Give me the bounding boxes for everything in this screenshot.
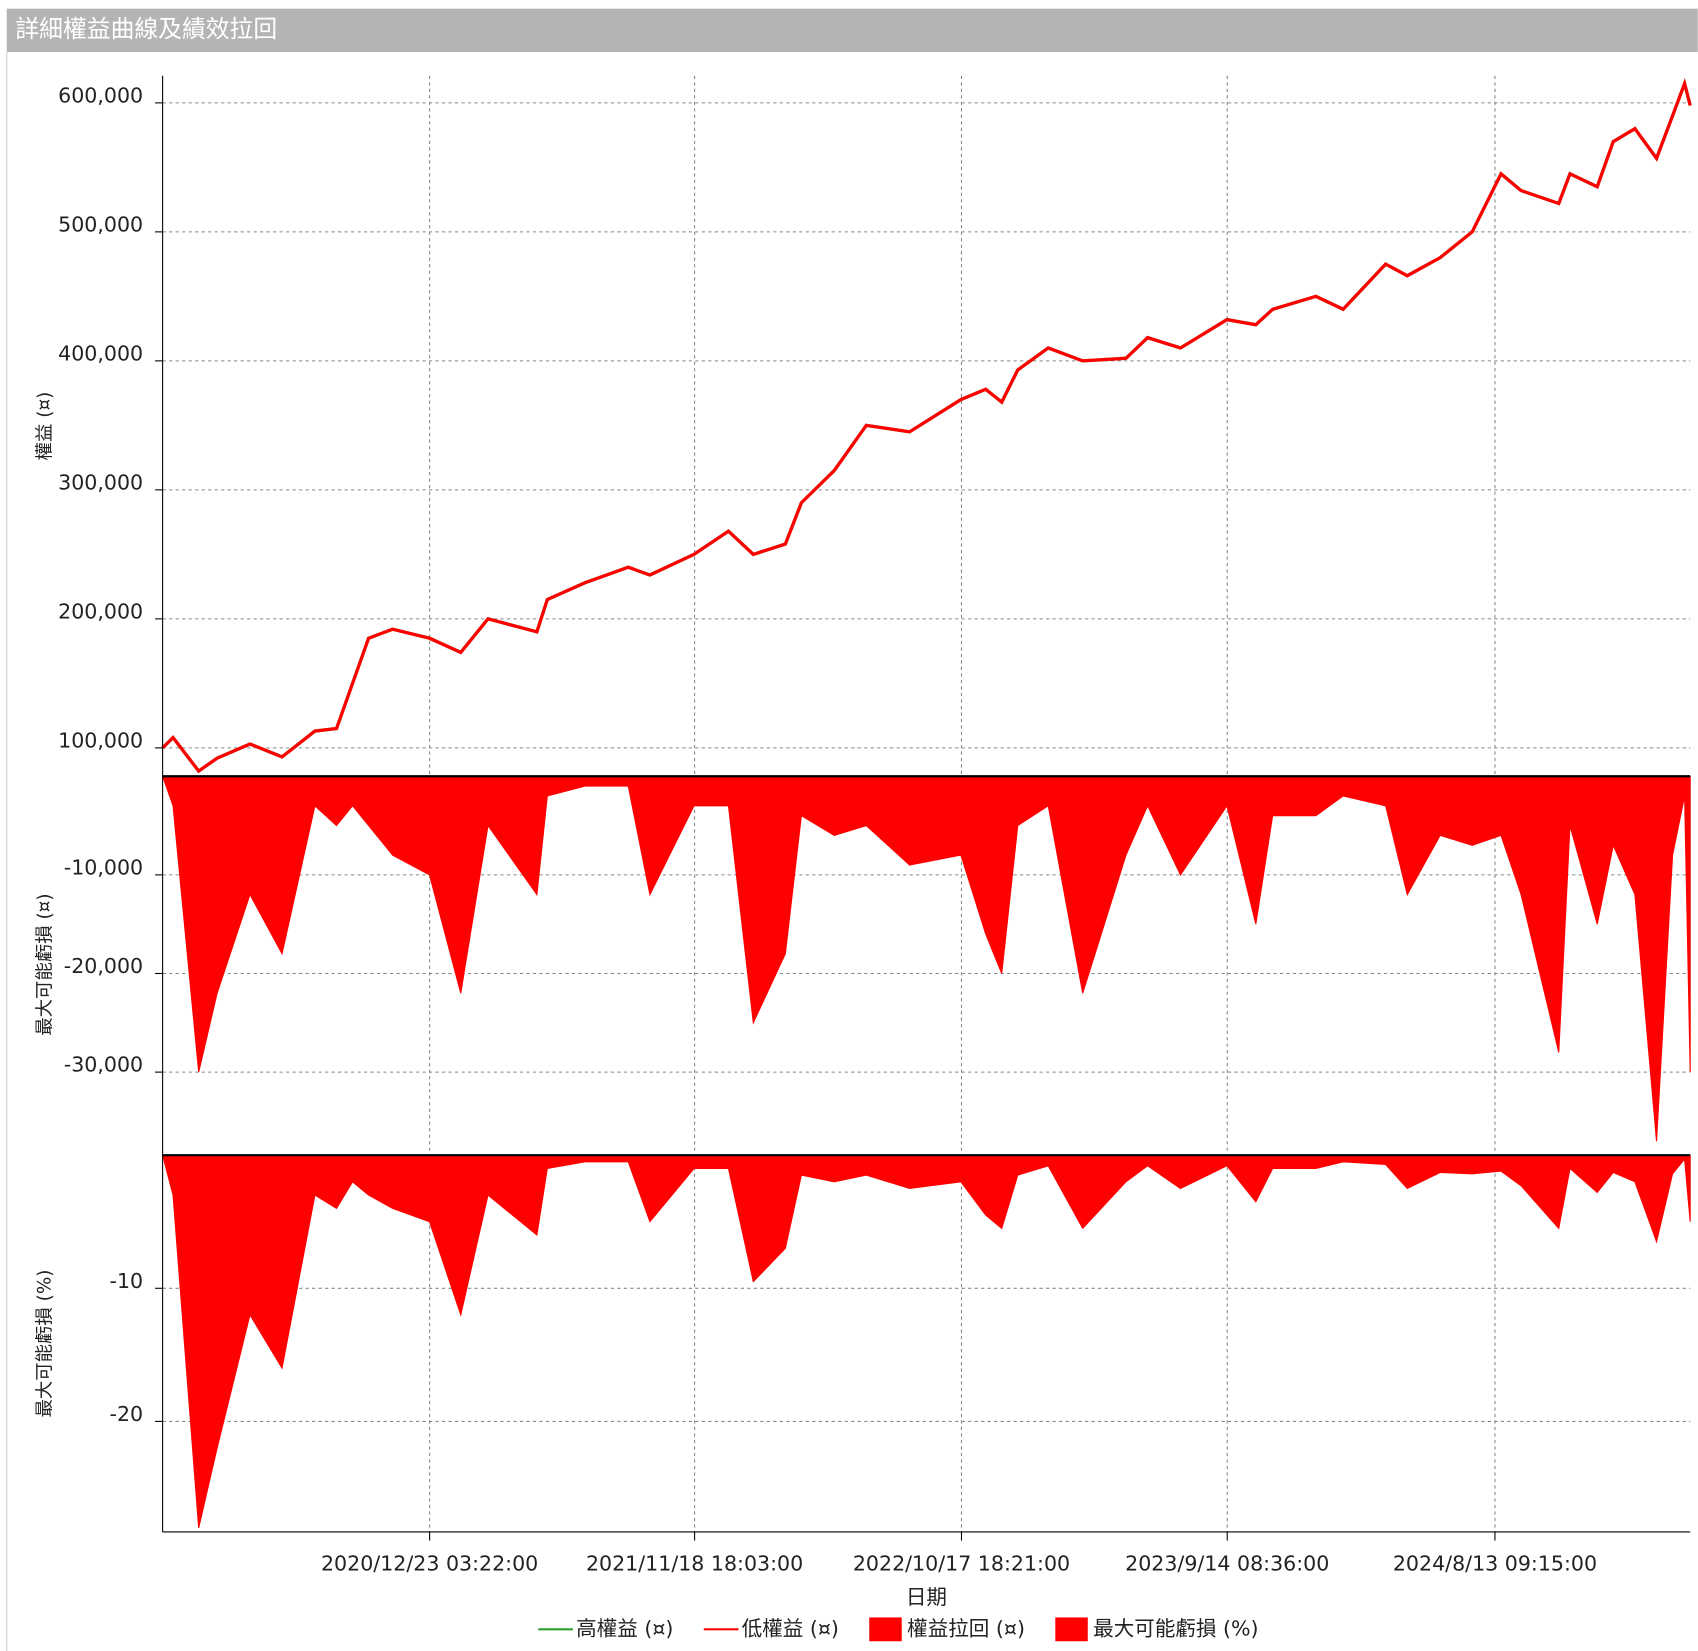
chart-title: 詳細權益曲線及績效拉回 <box>15 15 277 43</box>
legend-label: 最大可能虧損 (%) <box>1093 1616 1258 1640</box>
y-axis-label: 最大可能虧損 (¤) <box>35 893 56 1035</box>
y-tick-label: -30,000 <box>64 1053 143 1077</box>
y-axis-label: 權益 (¤) <box>35 392 56 461</box>
x-tick-label: 2022/10/17 18:21:00 <box>853 1551 1070 1575</box>
area <box>161 775 1691 1142</box>
y-tick-label: -20,000 <box>64 954 143 978</box>
legend-swatch <box>869 1617 902 1642</box>
y-tick-label: 200,000 <box>58 599 143 623</box>
y-tick-label: 500,000 <box>58 212 143 236</box>
y-tick-label: 400,000 <box>58 341 143 365</box>
legend-label: 低權益 (¤) <box>742 1616 839 1640</box>
y-tick-label: 100,000 <box>58 728 143 752</box>
x-tick-label: 2020/12/23 03:22:00 <box>321 1551 538 1575</box>
y-tick-label: -20 <box>110 1402 144 1426</box>
y-axis-label: 最大可能虧損 (%) <box>35 1270 56 1418</box>
x-tick-label: 2023/9/14 08:36:00 <box>1125 1551 1329 1575</box>
legend-swatch <box>1055 1617 1088 1642</box>
line <box>161 78 1692 774</box>
title-bar <box>6 8 1698 52</box>
area <box>161 1154 1691 1529</box>
x-tick-label: 2021/11/18 18:03:00 <box>586 1551 803 1575</box>
legend-label: 高權益 (¤) <box>576 1616 673 1640</box>
x-axis-label: 日期 <box>906 1585 947 1609</box>
x-tick-label: 2024/8/13 09:15:00 <box>1393 1551 1597 1575</box>
line <box>161 78 1692 774</box>
y-tick-label: 300,000 <box>58 470 143 494</box>
legend-label: 權益拉回 (¤) <box>907 1616 1025 1640</box>
y-tick-label: -10 <box>110 1269 144 1293</box>
y-tick-label: 600,000 <box>58 83 143 107</box>
y-tick-label: -10,000 <box>64 855 143 879</box>
